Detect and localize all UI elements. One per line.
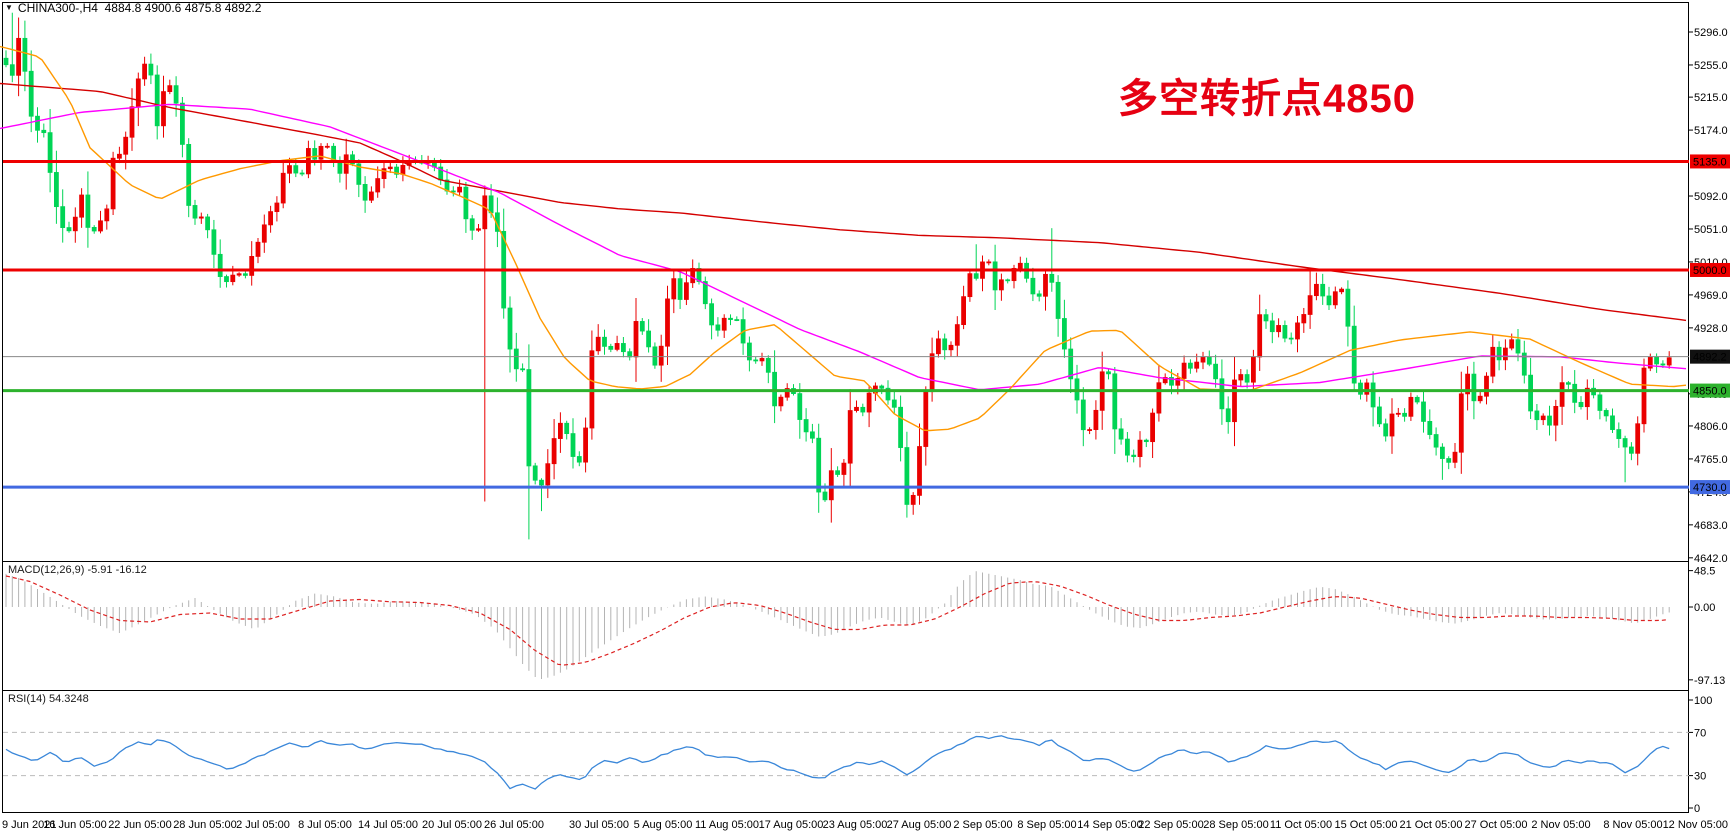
svg-text:15 Oct 05:00: 15 Oct 05:00 (1335, 819, 1398, 831)
svg-text:16 Jun 05:00: 16 Jun 05:00 (43, 819, 107, 831)
svg-text:23 Aug 05:00: 23 Aug 05:00 (823, 819, 888, 831)
svg-text:27 Aug 05:00: 27 Aug 05:00 (887, 819, 952, 831)
svg-text:14 Sep 05:00: 14 Sep 05:00 (1077, 819, 1142, 831)
svg-text:20 Jul 05:00: 20 Jul 05:00 (422, 819, 482, 831)
svg-text:0.00: 0.00 (1694, 602, 1715, 614)
svg-text:27 Oct 05:00: 27 Oct 05:00 (1465, 819, 1528, 831)
svg-text:0: 0 (1694, 803, 1700, 815)
svg-text:2 Sep 05:00: 2 Sep 05:00 (953, 819, 1012, 831)
svg-text:26 Jul 05:00: 26 Jul 05:00 (484, 819, 544, 831)
svg-text:5135.0: 5135.0 (1693, 156, 1727, 168)
rsi-indicator-label: RSI(14) 54.3248 (8, 693, 89, 705)
svg-text:2 Nov 05:00: 2 Nov 05:00 (1531, 819, 1590, 831)
svg-text:17 Aug 05:00: 17 Aug 05:00 (759, 819, 824, 831)
svg-text:21 Oct 05:00: 21 Oct 05:00 (1400, 819, 1463, 831)
svg-text:5255.0: 5255.0 (1694, 60, 1728, 72)
svg-text:8 Jul 05:00: 8 Jul 05:00 (298, 819, 352, 831)
svg-text:5 Aug 05:00: 5 Aug 05:00 (634, 819, 693, 831)
svg-text:5296.0: 5296.0 (1694, 27, 1728, 39)
svg-text:4642.0: 4642.0 (1694, 553, 1728, 565)
svg-text:12 Nov 05:00: 12 Nov 05:00 (1663, 819, 1728, 831)
symbol-dropdown-icon[interactable]: ▼ (5, 3, 13, 12)
svg-text:2 Jul 05:00: 2 Jul 05:00 (236, 819, 290, 831)
svg-text:5174.0: 5174.0 (1694, 125, 1728, 137)
svg-text:4928.0: 4928.0 (1694, 323, 1728, 335)
svg-text:4806.0: 4806.0 (1694, 421, 1728, 433)
svg-text:5092.0: 5092.0 (1694, 191, 1728, 203)
svg-text:4683.0: 4683.0 (1694, 520, 1728, 532)
svg-text:5000.0: 5000.0 (1693, 265, 1727, 277)
svg-text:30: 30 (1694, 771, 1706, 783)
svg-text:4850.0: 4850.0 (1693, 386, 1727, 398)
svg-text:4969.0: 4969.0 (1694, 290, 1728, 302)
svg-text:28 Sep 05:00: 28 Sep 05:00 (1203, 819, 1268, 831)
svg-text:5051.0: 5051.0 (1694, 224, 1728, 236)
svg-text:11 Oct 05:00: 11 Oct 05:00 (1270, 819, 1332, 831)
svg-text:9 Jun 2021: 9 Jun 2021 (2, 819, 56, 831)
svg-text:48.5: 48.5 (1694, 566, 1715, 578)
svg-text:8 Sep 05:00: 8 Sep 05:00 (1017, 819, 1076, 831)
svg-text:8 Nov 05:00: 8 Nov 05:00 (1603, 819, 1662, 831)
svg-text:4892.2: 4892.2 (1693, 352, 1727, 364)
svg-text:22 Sep 05:00: 22 Sep 05:00 (1138, 819, 1203, 831)
svg-text:4730.0: 4730.0 (1693, 482, 1727, 494)
svg-text:14 Jul 05:00: 14 Jul 05:00 (358, 819, 418, 831)
svg-text:22 Jun 05:00: 22 Jun 05:00 (108, 819, 172, 831)
svg-text:5215.0: 5215.0 (1694, 92, 1728, 104)
svg-text:28 Jun 05:00: 28 Jun 05:00 (173, 819, 237, 831)
svg-text:70: 70 (1694, 727, 1706, 739)
symbol-title-bar: ▼ CHINA300-,H4 4884.8 4900.6 4875.8 4892… (5, 1, 261, 15)
svg-text:4765.0: 4765.0 (1694, 454, 1728, 466)
svg-text:100: 100 (1694, 695, 1712, 707)
macd-indicator-label: MACD(12,26,9) -5.91 -16.12 (8, 564, 147, 576)
chart-annotation-text[interactable]: 多空转折点4850 (1118, 77, 1416, 121)
symbol-title-text: CHINA300-,H4 4884.8 4900.6 4875.8 4892.2 (17, 1, 262, 15)
svg-text:30 Jul 05:00: 30 Jul 05:00 (569, 819, 629, 831)
svg-text:11 Aug 05:00: 11 Aug 05:00 (695, 819, 759, 831)
svg-text:-97.13: -97.13 (1694, 675, 1725, 687)
